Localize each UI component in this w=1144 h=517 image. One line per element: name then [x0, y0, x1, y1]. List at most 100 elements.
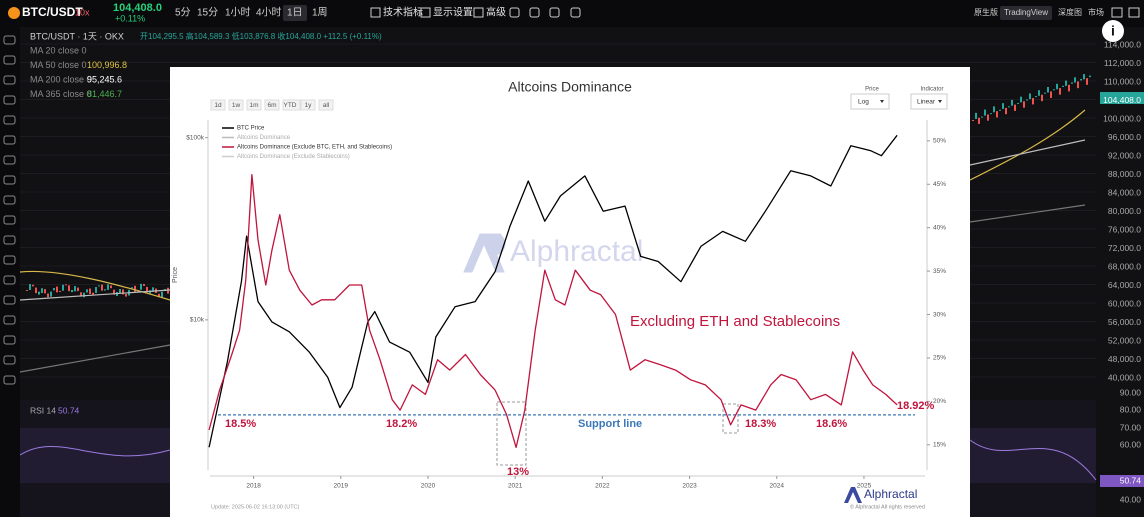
x-tick-label: 2024 [770, 483, 785, 490]
legend-ohlc: 开104,295.5 高104,589.3 低103,876.8 收104,40… [140, 31, 382, 41]
chart-title: Altcoins Dominance [508, 79, 632, 95]
range-button-label: YTD [284, 102, 297, 109]
leverage: 10x [75, 7, 90, 17]
tool-icon [3, 135, 16, 145]
background-candle [56, 286, 58, 293]
icon [570, 7, 581, 18]
background-candle [50, 291, 52, 297]
coin-icon [8, 7, 20, 19]
range-button[interactable] [300, 99, 316, 111]
background-candle [1083, 74, 1085, 80]
background-candle [53, 288, 55, 291]
background-candle [1080, 78, 1082, 81]
info-button[interactable] [1102, 20, 1124, 42]
tool-icon [3, 355, 16, 365]
background-candle [1068, 84, 1070, 92]
y2-tick-label: 45% [933, 181, 946, 188]
background-candle [993, 106, 995, 113]
price-axis-label: 56,000.0 [1108, 317, 1141, 327]
symbol: BTC/USDT [22, 5, 83, 19]
tool-icon [3, 315, 16, 325]
background-candle [83, 292, 85, 298]
interval[interactable]: 1日 [287, 8, 303, 19]
tool-icon [3, 295, 16, 305]
tool-icon [370, 7, 381, 18]
y2-tick-label: 50% [933, 138, 946, 145]
background-candle [975, 112, 977, 119]
tool[interactable]: 高级 [486, 6, 506, 19]
background-candle [110, 285, 112, 289]
series-line [208, 174, 898, 449]
background-candle [26, 290, 28, 291]
view[interactable]: 原生版 [974, 7, 998, 17]
tool[interactable]: 技术指标 [383, 6, 423, 19]
range-button[interactable] [282, 99, 301, 111]
annotation: 18.5% [225, 418, 256, 430]
background-candle [140, 283, 142, 290]
x-tick-label: 2020 [421, 483, 436, 490]
range-button[interactable] [264, 99, 280, 111]
background-candle [131, 287, 133, 289]
interval[interactable]: 1周 [312, 7, 328, 19]
background-candle [1023, 101, 1025, 108]
background-candle [999, 109, 1001, 111]
background-candle [1020, 96, 1022, 103]
tool-icon [3, 155, 16, 165]
range-button[interactable] [210, 99, 226, 111]
annotation: 18.92% [897, 400, 935, 412]
range-button-label: 1m [249, 102, 258, 109]
interval[interactable]: 5分 [175, 7, 191, 19]
background-candle [1074, 77, 1076, 83]
price-axis-label: 60,000.0 [1108, 298, 1141, 308]
range-button-label: 1y [305, 102, 313, 109]
series-line [208, 134, 898, 448]
footer-logo [844, 487, 862, 503]
low-box [722, 403, 739, 434]
top-bar [0, 0, 1144, 27]
tool-icon [3, 115, 16, 125]
x-tick-label: 2021 [508, 483, 523, 490]
interval[interactable]: 15分 [197, 7, 218, 19]
background-candle [1089, 75, 1091, 78]
background-candle [68, 285, 70, 292]
background-candle [47, 293, 49, 298]
rsi-axis-label: 40.00 [1120, 494, 1142, 504]
background-candle [1065, 80, 1067, 86]
background-candle [107, 284, 109, 290]
view[interactable]: TradingView [1004, 8, 1048, 17]
background-candle [1059, 88, 1061, 95]
view[interactable]: 市场 [1088, 7, 1104, 17]
low-box [496, 401, 527, 466]
background-candle [143, 284, 145, 286]
ma-value: 100,996.8 [87, 60, 127, 70]
range-button[interactable] [246, 99, 262, 111]
range-button-label: 1d [214, 102, 222, 109]
background-candle [158, 293, 160, 298]
annotation: 18.3% [745, 418, 776, 430]
range-button[interactable] [318, 99, 334, 111]
footer-rights: © Alphractal All rights reserved [850, 503, 925, 510]
annotation: 18.6% [816, 418, 847, 430]
range-button-label: 6m [267, 102, 276, 109]
background-candle [1011, 99, 1013, 106]
view[interactable]: 深度图 [1058, 7, 1082, 17]
interval[interactable]: 1小时 [225, 7, 251, 19]
background-candle [98, 285, 100, 287]
annotation: Excluding ETH and Stablecoins [630, 313, 840, 330]
view-selected [1000, 6, 1052, 20]
interval[interactable]: 4小时 [256, 7, 282, 19]
rsi-name: RSI 14 [30, 405, 56, 415]
rsi-axis-label: 90.00 [1120, 387, 1142, 397]
rsi-axis-label: 60.00 [1120, 439, 1142, 449]
background-candle [29, 284, 31, 290]
background-candle [89, 288, 91, 294]
background-candle [95, 287, 97, 293]
background-candle [134, 285, 136, 292]
tool-icon [3, 335, 16, 345]
background-candle [1029, 93, 1031, 100]
background-candle [1017, 102, 1019, 104]
background-candle [1005, 107, 1007, 115]
range-button[interactable] [228, 99, 244, 111]
tool[interactable]: 显示设置 [433, 7, 473, 19]
tool-icon [473, 7, 484, 18]
